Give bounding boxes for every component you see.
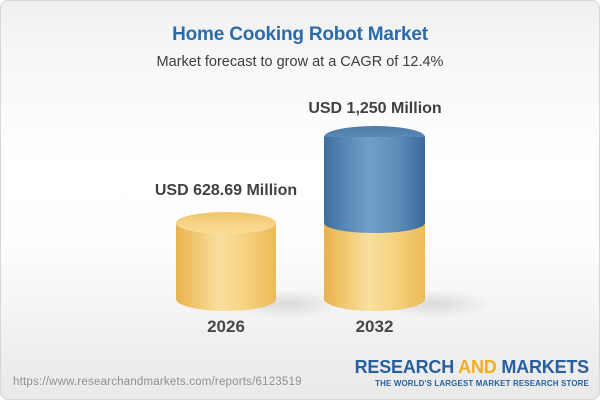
cylinder-2032-base-segment [324, 217, 425, 311]
category-label-2032: 2032 [355, 317, 394, 336]
page-subtitle: Market forecast to grow at a CAGR of 12.… [156, 54, 444, 70]
cylinder-2026-body [176, 223, 276, 311]
logo-word-markets: MARKETS [501, 357, 589, 377]
page-title: Home Cooking Robot Market [172, 24, 428, 45]
logo-wordmark: RESEARCH AND MARKETS [354, 357, 590, 377]
cylinder-2032 [324, 126, 425, 311]
logo-word-and: AND [458, 357, 497, 377]
cylinder-2026-cap [176, 212, 276, 235]
cylinder-2032-growth-segment [324, 137, 425, 234]
report-url: https://www.researchandmarkets.com/repor… [13, 376, 302, 388]
logo-word-research: RESEARCH [354, 357, 455, 377]
cylinder-2026 [176, 212, 276, 311]
research-and-markets-logo: RESEARCH AND MARKETS THE WORLD'S LARGEST… [354, 357, 590, 388]
category-label-2026: 2026 [207, 317, 245, 336]
value-label-2032: USD 1,250 Million [308, 100, 442, 117]
logo-tagline: THE WORLD'S LARGEST MARKET RESEARCH STOR… [375, 379, 589, 388]
value-label-2026: USD 628.69 Million [154, 182, 298, 199]
